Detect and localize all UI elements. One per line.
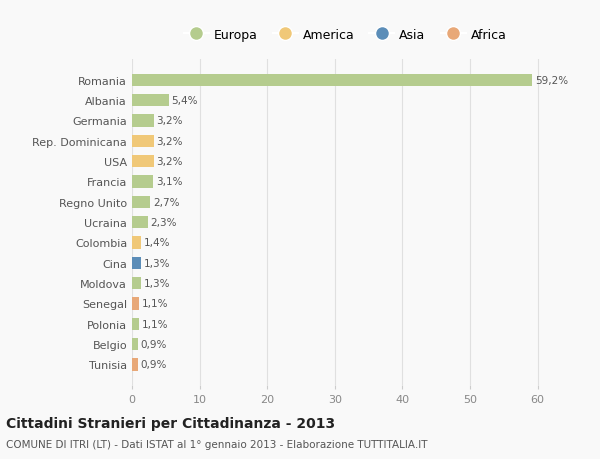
Text: 3,1%: 3,1%	[155, 177, 182, 187]
Legend: Europa, America, Asia, Africa: Europa, America, Asia, Africa	[179, 23, 511, 46]
Bar	[132, 156, 154, 168]
Bar	[132, 237, 142, 249]
Text: 1,1%: 1,1%	[142, 299, 169, 309]
Bar	[132, 196, 150, 208]
Bar	[132, 95, 169, 107]
Bar	[132, 358, 138, 371]
Bar	[132, 338, 138, 351]
Bar	[132, 135, 154, 147]
Bar	[132, 318, 139, 330]
Text: 3,2%: 3,2%	[157, 136, 183, 146]
Text: 0,9%: 0,9%	[141, 339, 167, 349]
Bar	[132, 115, 154, 127]
Bar	[132, 257, 141, 269]
Text: 3,2%: 3,2%	[157, 116, 183, 126]
Bar	[132, 298, 139, 310]
Text: 5,4%: 5,4%	[171, 96, 198, 106]
Bar	[132, 176, 153, 188]
Text: 1,1%: 1,1%	[142, 319, 169, 329]
Text: 1,3%: 1,3%	[143, 258, 170, 268]
Text: 0,9%: 0,9%	[141, 360, 167, 369]
Text: 59,2%: 59,2%	[535, 76, 568, 85]
Bar	[132, 277, 141, 290]
Bar	[132, 74, 532, 87]
Text: Cittadini Stranieri per Cittadinanza - 2013: Cittadini Stranieri per Cittadinanza - 2…	[6, 416, 335, 430]
Text: 1,4%: 1,4%	[144, 238, 170, 248]
Text: 2,3%: 2,3%	[150, 218, 177, 228]
Text: 2,7%: 2,7%	[153, 197, 179, 207]
Text: 1,3%: 1,3%	[143, 279, 170, 288]
Bar	[132, 217, 148, 229]
Text: COMUNE DI ITRI (LT) - Dati ISTAT al 1° gennaio 2013 - Elaborazione TUTTITALIA.IT: COMUNE DI ITRI (LT) - Dati ISTAT al 1° g…	[6, 440, 427, 449]
Text: 3,2%: 3,2%	[157, 157, 183, 167]
